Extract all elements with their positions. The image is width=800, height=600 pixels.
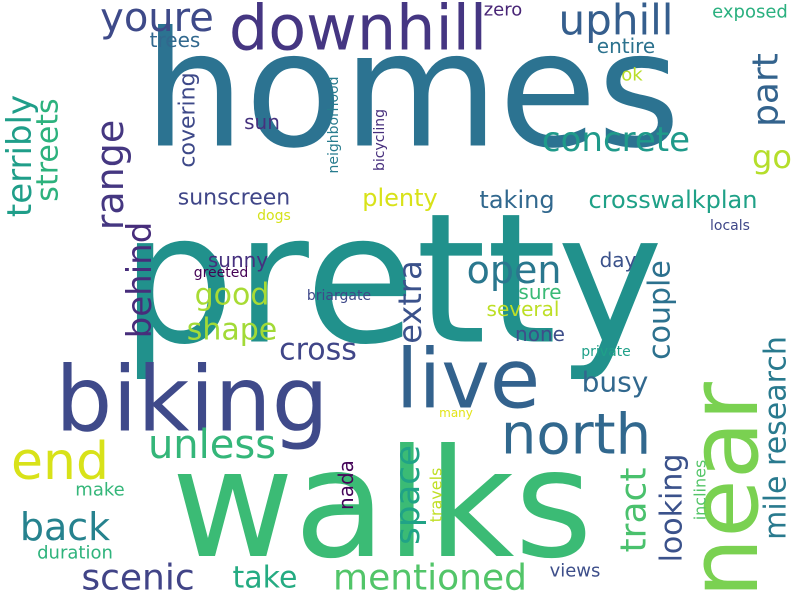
word-exposed: exposed <box>712 2 788 23</box>
word-briargate: briargate <box>307 288 371 304</box>
word-downhill: downhill <box>229 0 487 65</box>
word-views: views <box>550 561 601 582</box>
word-mile-research: mile research <box>759 336 794 540</box>
word-youre: youre <box>100 0 214 41</box>
word-crosswalkplan: crosswalkplan <box>589 186 758 214</box>
word-uphill: uphill <box>559 0 674 45</box>
word-sun: sun <box>244 110 280 134</box>
word-looking: looking <box>655 454 690 563</box>
word-near: near <box>670 381 780 598</box>
word-duration: duration <box>37 543 113 564</box>
word-scenic: scenic <box>81 558 194 599</box>
word-none: none <box>515 322 565 346</box>
word-walks: walks <box>171 418 592 592</box>
word-sure: sure <box>518 280 561 304</box>
word-part: part <box>746 53 787 127</box>
word-extra: extra <box>391 260 429 343</box>
word-end: end <box>11 432 109 492</box>
word-take: take <box>233 561 298 596</box>
word-travels: travels <box>427 468 446 523</box>
word-streets: streets <box>31 98 66 201</box>
word-private: private <box>581 344 631 360</box>
word-back: back <box>20 505 110 549</box>
word-covering: covering <box>176 72 201 167</box>
word-behind: behind <box>120 222 160 339</box>
word-several: several <box>487 297 560 321</box>
word-pretty: pretty <box>121 176 664 385</box>
word-biking: biking <box>55 348 328 453</box>
word-good: good <box>195 278 270 313</box>
word-trees: trees <box>150 28 201 52</box>
word-entire: entire <box>597 34 655 58</box>
word-live: live <box>396 333 541 428</box>
word-busy: busy <box>582 366 649 399</box>
word-dogs: dogs <box>257 208 291 224</box>
word-inclines: inclines <box>691 460 710 521</box>
word-mentioned: mentioned <box>333 558 527 599</box>
word-zero: zero <box>484 0 523 21</box>
word-shape: shape <box>187 313 278 348</box>
word-space: space <box>388 445 428 545</box>
word-bicycling: bicycling <box>372 109 388 171</box>
word-greeted: greeted <box>194 265 249 281</box>
word-homes: homes <box>144 0 681 184</box>
word-unless: unless <box>148 422 276 468</box>
word-terribly: terribly <box>0 95 40 217</box>
word-neighborhood: neighborhood <box>326 77 342 174</box>
word-taking: taking <box>479 186 554 214</box>
word-tract: tract <box>614 468 655 553</box>
word-cross: cross <box>279 333 357 368</box>
word-sunscreen: sunscreen <box>178 186 290 211</box>
word-concrete: concrete <box>542 120 690 160</box>
word-make: make <box>75 480 124 501</box>
word-north: north <box>501 403 651 468</box>
word-day: day <box>600 248 637 272</box>
word-go: go <box>752 138 792 176</box>
word-range: range <box>88 120 132 231</box>
word-plenty: plenty <box>362 184 438 212</box>
word-couple: couple <box>643 260 678 360</box>
word-locals: locals <box>710 218 750 234</box>
word-sunny: sunny <box>208 248 268 272</box>
word-nada: nada <box>334 460 358 510</box>
word-open: open <box>467 248 562 292</box>
word-ok: ok <box>621 65 643 86</box>
word-many: many <box>439 406 473 420</box>
